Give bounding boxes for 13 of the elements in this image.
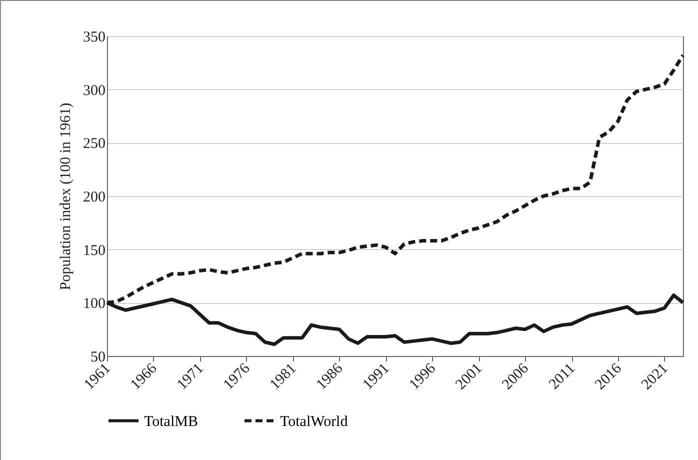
y-tick-label: 300 [83,82,106,99]
y-tick-label: 100 [83,296,106,312]
y-tick-label: 150 [83,242,106,259]
y-tick-label: 250 [83,136,106,152]
x-tick-label: 2011 [546,360,578,393]
legend-label: TotalWorld [280,414,348,430]
x-tick-label: 1981 [267,360,300,394]
y-tick-label: 200 [83,190,106,206]
x-tick-label: 1971 [174,360,207,394]
y-tick-label: 350 [83,30,106,46]
x-tick-label: 1991 [360,360,393,394]
legend-label: TotalMB [144,414,198,430]
y-axis-title: Population index (100 in 1961) [58,102,74,290]
